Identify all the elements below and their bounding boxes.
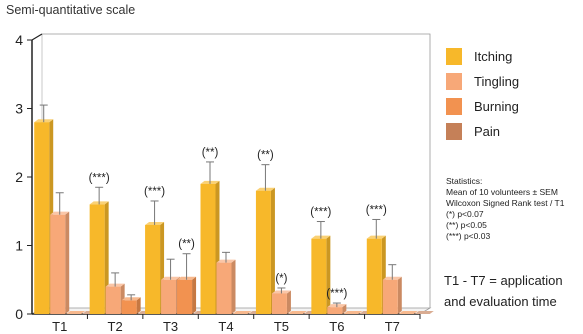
significance-itching-T6: (***) — [310, 207, 331, 219]
significance-itching-T3: (***) — [144, 186, 165, 198]
legend-label-tingling: Tingling — [474, 74, 520, 89]
bar-side-tingling-T5 — [286, 290, 291, 314]
back-wall — [42, 33, 431, 308]
bar-side-burning-T3 — [192, 276, 197, 314]
legend-label-pain: Pain — [474, 124, 501, 139]
significance-itching-T4: (**) — [202, 147, 219, 159]
chart-canvas: 0 1 2 3 4 T1 (***) T2 (***) (**) T3 (**) T4 (**) (*) T5… — [15, 32, 434, 334]
y-axis-label: Semi-quantitative scale — [6, 3, 136, 17]
legend-item-burning: Burning — [446, 94, 519, 119]
x-tick-label: T7 — [385, 319, 400, 334]
bar-side-burning-T2 — [136, 297, 141, 314]
bar-itching-T7 — [366, 238, 382, 314]
x-tick-label: T3 — [163, 319, 178, 334]
bar-itching-T3 — [145, 224, 161, 314]
bar-top-burning-T7 — [398, 311, 418, 314]
legend-label-burning: Burning — [474, 99, 519, 114]
y-tick-label: 2 — [15, 169, 23, 185]
bar-side-tingling-T1 — [65, 211, 70, 314]
x-tick-label: T6 — [329, 319, 344, 334]
legend-item-pain: Pain — [446, 119, 519, 144]
bar-side-tingling-T6 — [342, 304, 347, 314]
bar-tingling-T3 — [161, 279, 177, 314]
legend-swatch-itching — [446, 48, 462, 65]
significance-tingling-T5: (*) — [275, 273, 287, 285]
note-line-2: and evaluation time — [444, 294, 557, 309]
bar-top-burning-T6 — [343, 311, 363, 314]
bar-side-tingling-T7 — [397, 276, 402, 314]
bar-itching-T2 — [89, 204, 105, 314]
legend-swatch-tingling — [446, 73, 462, 90]
bar-top-burning-T4 — [232, 311, 252, 314]
bar-tingling-T6 — [327, 307, 343, 314]
legend-item-tingling: Tingling — [446, 69, 519, 94]
significance-itching-T2: (***) — [89, 172, 110, 184]
legend-label-itching: Itching — [474, 49, 513, 64]
bar-top-burning-T5 — [287, 311, 307, 314]
bar-tingling-T1 — [50, 214, 66, 314]
y-tick-label: 3 — [15, 101, 23, 117]
x-tick-label: T5 — [274, 319, 289, 334]
bar-top-burning-T1 — [66, 311, 86, 314]
bar-tingling-T4 — [216, 262, 232, 314]
legend-item-itching: Itching — [446, 44, 519, 69]
stats-line: Statistics: — [446, 176, 483, 186]
y-tick-label: 1 — [15, 238, 23, 254]
time-points-note: T1 - T7 = application and evaluation tim… — [444, 270, 563, 312]
y-tick-label: 0 — [15, 306, 23, 322]
stats-line: (**) p<0.05 — [446, 220, 487, 230]
significance-burning-T3: (**) — [178, 239, 195, 251]
bar-itching-T6 — [311, 238, 327, 314]
stats-line: (*) p<0.07 — [446, 209, 484, 219]
y-tick-label: 4 — [15, 32, 23, 48]
bar-itching-T1 — [34, 122, 50, 314]
bar-side-tingling-T4 — [231, 259, 236, 314]
legend-swatch-burning — [446, 98, 462, 115]
y-axis-cap — [31, 33, 43, 41]
bar-itching-T5 — [255, 190, 271, 314]
bar-tingling-T5 — [271, 293, 287, 314]
legend: Itching Tingling Burning Pain — [446, 44, 519, 144]
bar-side-itching-T6 — [326, 235, 331, 314]
stats-line: Wilcoxon Signed Rank test / T1 — [446, 198, 565, 208]
stats-line: (***) p<0.03 — [446, 231, 491, 241]
bar-burning-T3 — [177, 279, 193, 314]
bar-tingling-T7 — [382, 279, 398, 314]
x-tick-label: T2 — [108, 319, 123, 334]
stats-line: Mean of 10 volunteers ± SEM — [446, 187, 558, 197]
bar-burning-T2 — [121, 300, 137, 314]
bar-itching-T4 — [200, 183, 216, 314]
x-tick-label: T1 — [52, 319, 67, 334]
x-tick-label: T4 — [218, 319, 233, 334]
bar-top-pain-T7 — [414, 311, 434, 314]
legend-swatch-pain — [446, 123, 462, 140]
significance-itching-T5: (**) — [257, 150, 274, 162]
statistics-note: Statistics: Mean of 10 volunteers ± SEM … — [446, 176, 564, 242]
significance-itching-T7: (***) — [366, 204, 387, 216]
bar-side-itching-T5 — [270, 187, 275, 314]
significance-tingling-T6: (***) — [326, 288, 347, 300]
bar-tingling-T2 — [105, 286, 121, 314]
note-line-1: T1 - T7 = application — [444, 273, 563, 288]
